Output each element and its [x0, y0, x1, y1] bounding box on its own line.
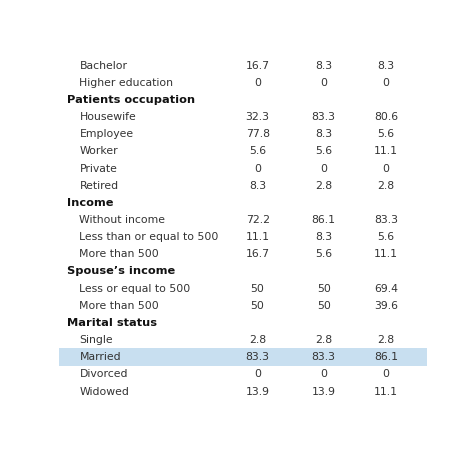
Text: 72.2: 72.2 [246, 215, 270, 225]
Text: 0: 0 [320, 78, 327, 88]
Text: 5.6: 5.6 [315, 249, 332, 259]
Text: Private: Private [80, 164, 118, 173]
Text: 8.3: 8.3 [315, 232, 332, 242]
Text: More than 500: More than 500 [80, 301, 159, 311]
Text: Employee: Employee [80, 129, 134, 139]
Text: 0: 0 [254, 369, 261, 379]
Bar [59, 348, 427, 366]
Text: 39.6: 39.6 [374, 301, 398, 311]
Text: Divorced: Divorced [80, 369, 128, 379]
Text: 5.6: 5.6 [315, 146, 332, 156]
Text: Housewife: Housewife [80, 112, 136, 122]
Text: Widowed: Widowed [80, 387, 129, 397]
Text: 0: 0 [383, 78, 390, 88]
Text: 50: 50 [251, 283, 264, 293]
Text: Retired: Retired [80, 181, 118, 191]
Text: 83.3: 83.3 [374, 215, 398, 225]
Text: Higher education: Higher education [80, 78, 173, 88]
Text: 0: 0 [254, 164, 261, 173]
Text: 86.1: 86.1 [312, 215, 336, 225]
Text: 13.9: 13.9 [246, 387, 270, 397]
Text: Spouse’s income: Spouse’s income [66, 266, 175, 276]
Text: 5.6: 5.6 [378, 232, 395, 242]
Text: 86.1: 86.1 [374, 352, 398, 362]
Text: 83.3: 83.3 [312, 112, 336, 122]
Text: Married: Married [80, 352, 121, 362]
Text: 83.3: 83.3 [246, 352, 270, 362]
Text: 32.3: 32.3 [246, 112, 270, 122]
Text: 2.8: 2.8 [378, 335, 395, 345]
Text: More than 500: More than 500 [80, 249, 159, 259]
Text: 5.6: 5.6 [249, 146, 266, 156]
Text: 2.8: 2.8 [378, 181, 395, 191]
Text: Without income: Without income [80, 215, 165, 225]
Text: 0: 0 [383, 369, 390, 379]
Text: 8.3: 8.3 [315, 61, 332, 71]
Text: 11.1: 11.1 [246, 232, 270, 242]
Text: 8.3: 8.3 [249, 181, 266, 191]
Text: Worker: Worker [80, 146, 118, 156]
Text: Marital status: Marital status [66, 318, 156, 328]
Text: 8.3: 8.3 [315, 129, 332, 139]
Text: Income: Income [66, 198, 113, 208]
Text: 0: 0 [320, 369, 327, 379]
Text: 16.7: 16.7 [246, 249, 270, 259]
Text: 50: 50 [317, 301, 331, 311]
Text: 77.8: 77.8 [246, 129, 270, 139]
Text: Bachelor: Bachelor [80, 61, 128, 71]
Text: 83.3: 83.3 [312, 352, 336, 362]
Text: Single: Single [80, 335, 113, 345]
Text: 0: 0 [254, 78, 261, 88]
Text: 50: 50 [317, 283, 331, 293]
Text: 50: 50 [251, 301, 264, 311]
Text: 5.6: 5.6 [378, 129, 395, 139]
Text: 69.4: 69.4 [374, 283, 398, 293]
Text: 0: 0 [320, 164, 327, 173]
Text: 2.8: 2.8 [315, 335, 332, 345]
Text: 2.8: 2.8 [249, 335, 266, 345]
Text: 2.8: 2.8 [315, 181, 332, 191]
Text: 11.1: 11.1 [374, 387, 398, 397]
Text: 0: 0 [383, 164, 390, 173]
Text: 11.1: 11.1 [374, 146, 398, 156]
Text: Patients occupation: Patients occupation [66, 95, 195, 105]
Text: Less or equal to 500: Less or equal to 500 [80, 283, 191, 293]
Text: 11.1: 11.1 [374, 249, 398, 259]
Text: 80.6: 80.6 [374, 112, 398, 122]
Text: 13.9: 13.9 [312, 387, 336, 397]
Text: 16.7: 16.7 [246, 61, 270, 71]
Text: 8.3: 8.3 [378, 61, 395, 71]
Text: Less than or equal to 500: Less than or equal to 500 [80, 232, 219, 242]
